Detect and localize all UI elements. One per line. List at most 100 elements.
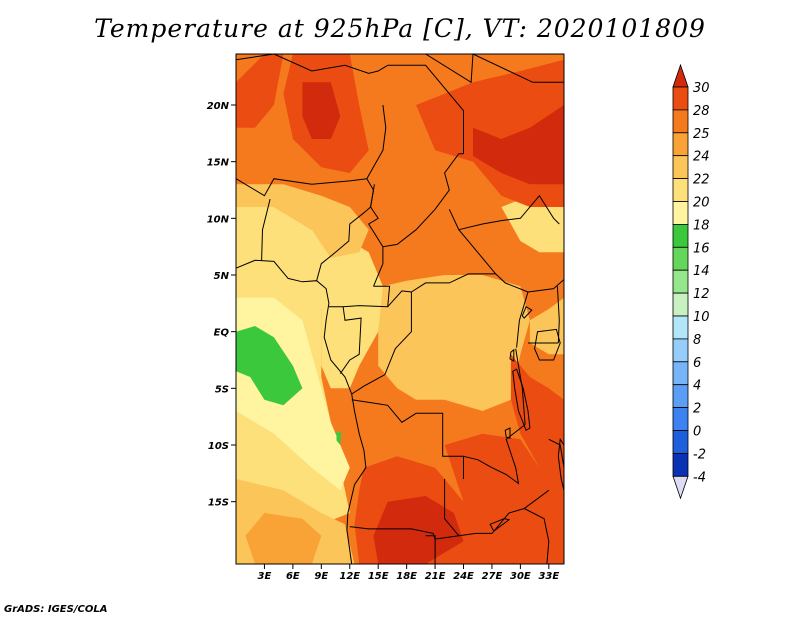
border-east-lakes xyxy=(515,348,526,425)
lon-tick-label: 24E xyxy=(453,571,474,582)
lon-tick-label: 30E xyxy=(510,571,531,582)
colorbar-label: 20 xyxy=(693,196,710,211)
lat-tick-label: EQ xyxy=(214,328,230,339)
border-libya-sudan xyxy=(387,64,464,154)
map-title: Temperature at 925hPa [C], VT: 202010180… xyxy=(94,14,706,43)
colorbar-bottom-arrow xyxy=(672,475,689,500)
border-drc-angola xyxy=(351,399,464,479)
lon-tick-label: 15E xyxy=(368,571,389,582)
lat-tick-label: 20N xyxy=(207,101,230,112)
lake-mweru xyxy=(504,427,511,439)
colorbar-band xyxy=(672,384,689,409)
border-egypt xyxy=(425,54,564,84)
lat-tick-label: 5N xyxy=(214,271,230,282)
country-borders xyxy=(236,54,564,564)
colorbar-band xyxy=(672,201,689,225)
colorbar-label: 30 xyxy=(693,81,710,96)
lat-tick-label: 5S xyxy=(215,384,229,395)
lon-tick-label: 27E xyxy=(482,571,503,582)
colorbar-top-arrow xyxy=(672,63,689,88)
grads-credit: GrADS: IGES/COLA xyxy=(4,604,108,615)
colorbar-label: 4 xyxy=(693,379,701,394)
border-niger-algeria xyxy=(236,54,388,74)
border-namibia-botswana xyxy=(425,535,436,564)
colorbar-band xyxy=(672,246,689,271)
lake-tanganyika xyxy=(512,368,531,432)
colorbar-label: -2 xyxy=(693,447,706,462)
border-angola-zambia xyxy=(349,479,460,540)
colorbar-label: 14 xyxy=(693,264,710,279)
field-green-pool xyxy=(236,326,303,406)
field-hot-se xyxy=(510,354,564,491)
border-niger-nigeria xyxy=(236,178,367,197)
lake-albert xyxy=(521,305,533,319)
field-ethiopia-cool xyxy=(529,297,564,355)
border-nigeria-cameroon xyxy=(316,184,375,281)
border-sudan-ssudan xyxy=(458,194,560,231)
lon-tick-label: 6E xyxy=(286,571,300,582)
colorbar-band xyxy=(672,430,689,454)
lake-malawi xyxy=(557,437,564,491)
field-hot-zambia xyxy=(444,433,564,564)
border-uganda-drc xyxy=(516,291,529,348)
colorbar-band xyxy=(672,155,689,179)
border-zambia-south xyxy=(458,489,550,537)
lat-tick-label: 10N xyxy=(207,214,230,225)
colorbar-label: 2 xyxy=(693,402,701,417)
colorbar-band xyxy=(672,407,689,431)
field-atlantic-sw xyxy=(245,513,322,564)
border-drc-zambia xyxy=(463,424,526,485)
colorbar-label: 25 xyxy=(693,127,710,142)
colorbar-label: 24 xyxy=(693,150,710,165)
lat-tick-label: 10S xyxy=(208,441,229,452)
colorbar-label: 8 xyxy=(693,333,701,348)
field-hot-nw xyxy=(236,54,284,128)
longitude-axis: 3E 6E 9E 12E 15E 18E 21E 24E 27E 30E 33E xyxy=(258,564,559,582)
field-congo-inner xyxy=(397,309,492,377)
border-congo-drc xyxy=(351,290,412,395)
border-car-drc xyxy=(411,273,529,293)
lon-tick-label: 9E xyxy=(314,571,328,582)
colorbar-band xyxy=(672,338,689,363)
latitude-axis: 20N 15N 10N 5N EQ 5S 10S 15S xyxy=(207,101,236,509)
border-benin-nigeria xyxy=(261,198,271,261)
lake-kivu xyxy=(509,348,515,362)
border-zimbabwe-moz xyxy=(523,508,550,564)
field-green-coast xyxy=(336,431,342,445)
lon-tick-label: 18E xyxy=(396,571,417,582)
colorbar-label: 6 xyxy=(693,356,701,371)
colorbar-band xyxy=(672,223,689,248)
lon-tick-label: 21E xyxy=(425,571,446,582)
lake-kariba xyxy=(489,518,511,532)
field-hot-east-core xyxy=(473,105,564,185)
border-ssudan-east xyxy=(527,279,564,293)
colorbar-label: 28 xyxy=(693,104,710,119)
colorbar-band xyxy=(672,86,689,111)
lon-tick-label: 3E xyxy=(258,571,272,582)
colorbar-label: 10 xyxy=(693,310,710,325)
colorbar-band xyxy=(672,132,689,157)
lake-victoria xyxy=(534,328,561,361)
border-uganda-kenya xyxy=(556,286,560,344)
colorbar-band xyxy=(672,109,689,134)
colorbar-label: 16 xyxy=(693,241,710,256)
field-hot-sahara-core xyxy=(302,82,341,139)
colorbar-label: -4 xyxy=(693,470,706,485)
temperature-field xyxy=(236,54,564,564)
colorbar-label: 0 xyxy=(693,425,701,440)
colorbar-band xyxy=(672,315,689,340)
colorbar-band xyxy=(672,178,689,202)
coastline-west-africa xyxy=(236,259,367,564)
border-malawi xyxy=(548,438,564,468)
colorbar-band xyxy=(672,269,689,294)
border-car-sudan xyxy=(448,209,497,275)
colorbar-band xyxy=(672,292,689,317)
lat-tick-label: 15N xyxy=(207,158,230,169)
border-cameroon-car xyxy=(373,246,384,287)
lon-tick-label: 33E xyxy=(538,571,559,582)
border-gabon-congo xyxy=(339,306,362,374)
colorbar-band xyxy=(672,452,689,477)
border-chad xyxy=(366,104,464,248)
colorbar-label: 18 xyxy=(693,218,710,233)
